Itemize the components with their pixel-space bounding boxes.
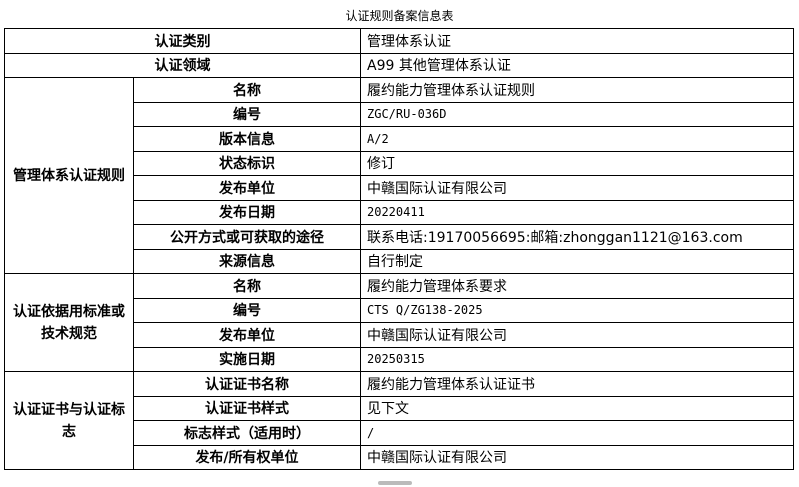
- filing-info-table: 认证类别 管理体系认证 认证领域 A99 其他管理体系认证 管理体系认证规则 名称 履约能力…: [4, 28, 794, 470]
- row-label: 发布/所有权单位: [133, 444, 361, 470]
- group-label: 认证证书与认证标志: [4, 371, 134, 470]
- table-row: 公开方式或可获取的途径 联系电话:19170056695:邮箱:zhonggan1…: [5, 224, 794, 250]
- row-label: 公开方式或可获取的途径: [133, 224, 361, 250]
- row-label: 来源信息: [133, 248, 361, 274]
- row-value: 中赣国际认证有限公司: [360, 175, 794, 201]
- row-value: 20250315: [360, 346, 794, 372]
- table-row: 标志样式（适用时） /: [5, 420, 794, 446]
- row-label: 发布单位: [133, 322, 361, 348]
- table-row: 认证类别 管理体系认证: [4, 28, 794, 54]
- table-row: 编号 ZGC/RU-036D: [5, 101, 794, 127]
- row-value: 管理体系认证: [360, 28, 794, 54]
- row-label: 名称: [133, 77, 361, 103]
- table-row: 管理体系认证规则 名称 履约能力管理体系认证规则: [4, 77, 794, 274]
- row-label: 发布单位: [133, 175, 361, 201]
- table-row: 版本信息 A/2: [5, 126, 794, 152]
- row-label: 版本信息: [133, 126, 361, 152]
- table-row: 认证领域 A99 其他管理体系认证: [4, 52, 794, 78]
- scroll-handle[interactable]: [378, 481, 412, 485]
- table-row: 实施日期 20250315: [5, 346, 794, 372]
- table-row: 来源信息 自行制定: [5, 248, 794, 274]
- row-value: A99 其他管理体系认证: [360, 52, 794, 78]
- row-label: 认证证书名称: [133, 371, 361, 397]
- row-label: 编号: [133, 297, 361, 323]
- group-label: 管理体系认证规则: [4, 77, 134, 274]
- row-value: 中赣国际认证有限公司: [360, 322, 794, 348]
- row-value: /: [360, 420, 794, 446]
- table-row: 认证证书与认证标志 认证证书名称 履约能力管理体系认证证书: [4, 371, 794, 470]
- row-value: 见下文: [360, 395, 794, 421]
- table-row: 发布/所有权单位 中赣国际认证有限公司: [5, 444, 794, 470]
- table-row: 发布单位 中赣国际认证有限公司: [5, 175, 794, 201]
- row-value: CTS Q/ZG138-2025: [360, 297, 794, 323]
- row-label: 认证类别: [4, 28, 361, 54]
- row-value: 修订: [360, 150, 794, 176]
- row-label: 认证证书样式: [133, 395, 361, 421]
- table-row: 认证依据用标准或技术规范 名称 履约能力管理体系要求: [4, 273, 794, 372]
- row-value: 履约能力管理体系认证规则: [360, 77, 794, 103]
- page-title: 认证规则备案信息表: [345, 9, 454, 23]
- row-label: 认证领域: [4, 52, 361, 78]
- row-value: 联系电话:19170056695:邮箱:zhonggan1121@163.com: [360, 224, 794, 250]
- row-label: 编号: [133, 101, 361, 127]
- row-value: 20220411: [360, 199, 794, 225]
- row-label: 发布日期: [133, 199, 361, 225]
- row-value: A/2: [360, 126, 794, 152]
- group-label: 认证依据用标准或技术规范: [4, 273, 134, 372]
- table-row: 状态标识 修订: [5, 150, 794, 176]
- row-value: 履约能力管理体系要求: [360, 273, 794, 299]
- row-value: 中赣国际认证有限公司: [360, 444, 794, 470]
- row-label: 名称: [133, 273, 361, 299]
- table-row: 编号 CTS Q/ZG138-2025: [5, 297, 794, 323]
- row-label: 状态标识: [133, 150, 361, 176]
- row-label: 实施日期: [133, 346, 361, 372]
- row-value: ZGC/RU-036D: [360, 101, 794, 127]
- row-value: 自行制定: [360, 248, 794, 274]
- row-label: 标志样式（适用时）: [133, 420, 361, 446]
- table-row: 发布日期 20220411: [5, 199, 794, 225]
- row-value: 履约能力管理体系认证证书: [360, 371, 794, 397]
